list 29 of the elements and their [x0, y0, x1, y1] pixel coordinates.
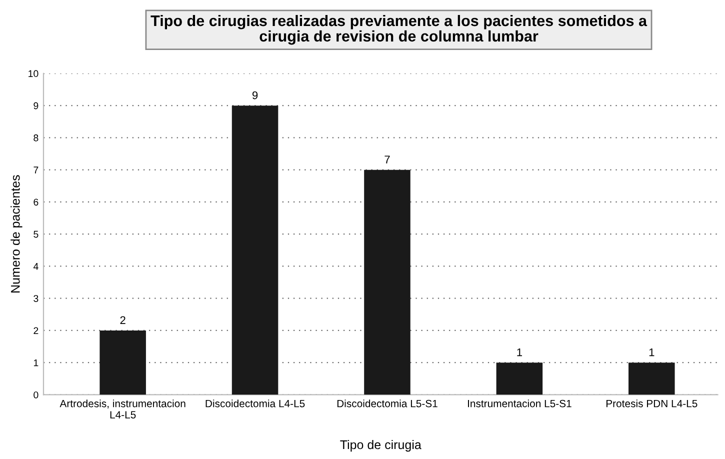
x-tick-label: Discoidectomia L5-S1: [337, 400, 438, 408]
bar: [496, 362, 543, 395]
y-axis-title: Numero de pacientes: [10, 175, 22, 292]
y-tick-label: 4: [33, 263, 38, 270]
x-tick-label: Discoidectomia L4-L5: [206, 400, 305, 408]
y-tick-label: 9: [34, 102, 38, 110]
x-axis-title: Tipo de cirugia: [340, 440, 422, 452]
bar: [364, 170, 410, 395]
y-tick-label: 8: [34, 134, 38, 142]
bar: [100, 330, 146, 395]
x-tick-label: Artrodesis, instrumentacion L4-L5: [60, 400, 186, 418]
y-tick-label: 1: [34, 359, 38, 366]
y-tick-label: 10: [28, 70, 38, 78]
bar: [628, 362, 675, 395]
data-label: 9: [252, 91, 258, 100]
data-label: 1: [649, 348, 654, 356]
data-label: 1: [517, 348, 522, 356]
y-tick-label: 0: [34, 391, 38, 398]
y-tick-label: 3: [34, 295, 38, 302]
x-tick-label: Protesis PDN L4-L5: [606, 400, 698, 408]
y-tick-label: 6: [34, 198, 38, 206]
bar: [232, 106, 278, 395]
data-label: 2: [120, 316, 126, 324]
y-tick-label: 2: [34, 327, 38, 334]
chart-title: Tipo de cirugias realizadas previamente a los pacientes sometidos a cirugia de revision de columna lumbar: [150, 14, 648, 45]
y-tick-label: 7: [34, 166, 38, 174]
y-tick-label: 5: [34, 230, 38, 238]
data-label: 7: [384, 156, 390, 164]
x-tick-label: Instrumentacion L5-S1: [468, 400, 572, 408]
